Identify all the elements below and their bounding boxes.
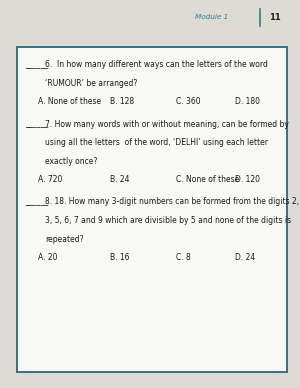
- Text: 7. How many words with or without meaning, can be formed by: 7. How many words with or without meanin…: [45, 120, 289, 128]
- Text: ‘RUMOUR’ be arranged?: ‘RUMOUR’ be arranged?: [45, 79, 137, 88]
- Text: using all the letters  of the word, ‘DELHI’ using each letter: using all the letters of the word, ‘DELH…: [45, 138, 268, 147]
- Text: B. 16: B. 16: [110, 253, 129, 262]
- Text: repeated?: repeated?: [45, 235, 84, 244]
- Text: ______: ______: [26, 120, 49, 128]
- Text: B. 24: B. 24: [110, 175, 129, 184]
- Text: A. 20: A. 20: [38, 253, 57, 262]
- Text: C. None of these: C. None of these: [176, 175, 239, 184]
- Text: ______: ______: [26, 197, 49, 206]
- Text: C. 8: C. 8: [176, 253, 190, 262]
- Text: 8. 18. How many 3-digit numbers can be formed from the digits 2,: 8. 18. How many 3-digit numbers can be f…: [45, 197, 299, 206]
- Text: ______: ______: [26, 60, 49, 69]
- Bar: [16, 47, 286, 372]
- Text: D. 120: D. 120: [236, 175, 260, 184]
- Text: exactly once?: exactly once?: [45, 157, 98, 166]
- Text: A. None of these: A. None of these: [38, 97, 100, 106]
- Text: 3, 5, 6, 7 and 9 which are divisible by 5 and none of the digits is: 3, 5, 6, 7 and 9 which are divisible by …: [45, 216, 291, 225]
- Text: D. 24: D. 24: [236, 253, 256, 262]
- Text: 6.  In how many different ways can the letters of the word: 6. In how many different ways can the le…: [45, 60, 268, 69]
- Text: 11: 11: [268, 12, 280, 22]
- Text: B. 128: B. 128: [110, 97, 134, 106]
- Text: C. 360: C. 360: [176, 97, 200, 106]
- Text: A. 720: A. 720: [38, 175, 62, 184]
- Text: Module 1: Module 1: [195, 14, 228, 20]
- Text: D. 180: D. 180: [236, 97, 260, 106]
